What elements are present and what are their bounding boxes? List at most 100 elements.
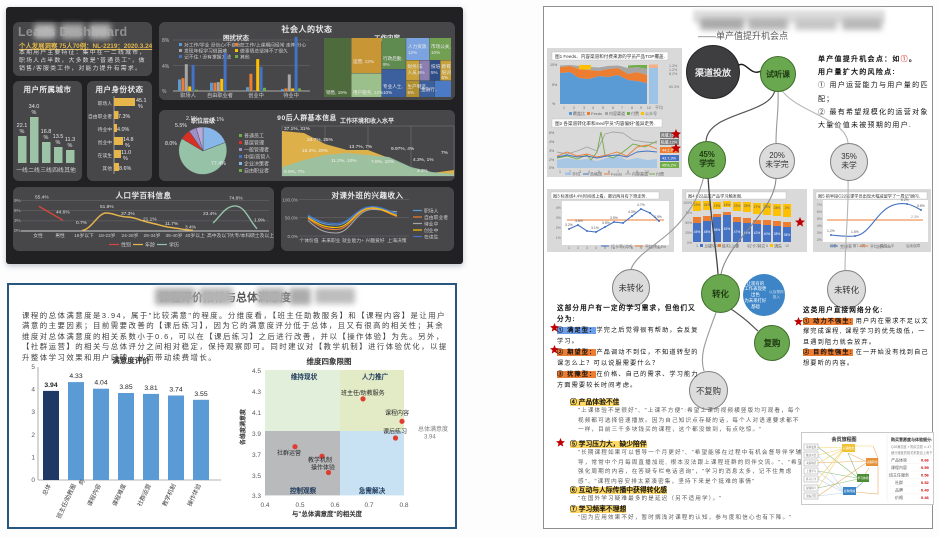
svg-text:生产制造: 生产制造 — [408, 83, 427, 90]
svg-text:财务/法: 财务/法 — [408, 63, 423, 70]
svg-text:0: 0 — [31, 477, 35, 484]
svg-text:普通员工: 普通员工 — [244, 133, 264, 140]
svg-text:75%: 75% — [685, 211, 692, 215]
svg-text:4.7%: 4.7% — [637, 203, 645, 207]
svg-text:与"总体满意度"的相关度: 与"总体满意度"的相关度 — [292, 509, 363, 518]
svg-text:兴趣触发: 兴趣触发 — [843, 446, 854, 450]
svg-text:4.04: 4.04 — [94, 380, 107, 387]
svg-text:打卡率/试听: 打卡率/试听 — [611, 243, 632, 249]
svg-text:35-40岁: 35-40岁 — [165, 232, 182, 239]
svg-text:维度四象限图: 维度四象限图 — [307, 356, 352, 366]
svg-text:8: 8 — [766, 244, 768, 248]
svg-text:44%: 44% — [744, 231, 751, 235]
svg-text:6.2%: 6.2% — [901, 198, 909, 202]
svg-text:硕士及以上: 硕士及以上 — [250, 232, 274, 239]
svg-text:6%: 6% — [549, 131, 555, 135]
svg-text:3: 3 — [583, 105, 586, 110]
svg-text:4.33: 4.33 — [69, 373, 82, 380]
svg-text:5: 5 — [602, 105, 605, 110]
svg-text:一般管理者: 一般管理者 — [244, 147, 269, 154]
svg-text:教学机制: 教学机制 — [160, 482, 177, 507]
svg-text:1: 1 — [563, 105, 566, 110]
svg-text:9%: 9% — [14, 198, 21, 203]
svg-text:7.8%, 10%: 7.8%, 10% — [371, 159, 395, 165]
svg-text:2: 2 — [577, 246, 579, 250]
svg-text:用户服务, 12%: 用户服务, 12% — [353, 89, 383, 96]
svg-text:学习体验: 学习体验 — [857, 476, 868, 480]
svg-text:11.3: 11.3 — [65, 137, 75, 143]
svg-text:课程内容: 课程内容 — [891, 464, 907, 470]
svg-text:3.2%: 3.2% — [565, 223, 573, 227]
svg-text:Feeds: Feeds — [591, 111, 602, 116]
svg-text:一线: 一线 — [16, 166, 28, 174]
svg-text:36%: 36% — [784, 233, 791, 237]
svg-text:打卡·其它: 打卡·其它 — [748, 243, 765, 249]
svg-text:3.9: 3.9 — [252, 431, 261, 438]
svg-text:25%: 25% — [685, 231, 692, 235]
svg-text:9: 9 — [636, 169, 639, 174]
svg-text:操作体验: 操作体验 — [311, 464, 335, 472]
svg-text:图2 各渠道转化率和med学员"内容偏好"差异走势.: 图2 各渠道转化率和med学员"内容偏好"差异走势. — [555, 120, 655, 127]
svg-text:平均线4.4%: 平均线4.4% — [870, 243, 892, 249]
svg-text:决策转化: 决策转化 — [866, 460, 877, 464]
svg-text:班主任/助教服务: 班主任/助教服务 — [55, 475, 87, 522]
svg-text:23%: 23% — [694, 203, 701, 207]
svg-text:%: % — [552, 102, 556, 106]
svg-text:基层管理: 基层管理 — [244, 140, 264, 147]
svg-text:6.1%: 6.1% — [212, 117, 224, 123]
svg-text:6: 6 — [608, 169, 611, 174]
svg-text:1.9%: 1.9% — [254, 218, 266, 224]
svg-text:11.2%, 10%: 11.2%, 10% — [331, 158, 357, 164]
svg-text:性别: 性别 — [121, 242, 131, 249]
svg-text:4%: 4% — [549, 140, 555, 144]
svg-text:维持现状: 维持现状 — [291, 372, 318, 381]
svg-text:40岁以上: 40岁以上 — [185, 232, 205, 239]
svg-text:在读生: 在读生 — [98, 152, 113, 159]
svg-text:3: 3 — [579, 169, 582, 174]
svg-text:市场公关,: 市场公关, — [431, 43, 451, 50]
svg-text:8.0%: 8.0% — [165, 141, 177, 147]
svg-text:3.5%: 3.5% — [602, 221, 610, 225]
svg-text:29-34岁: 29-34岁 — [143, 232, 160, 239]
svg-text:触达对比: 触达对比 — [806, 453, 817, 457]
svg-text:0.49: 0.49 — [921, 488, 930, 493]
svg-text:3.81: 3.81 — [144, 385, 157, 392]
svg-text:操作体验: 操作体验 — [185, 482, 202, 507]
svg-text:0.6: 0.6 — [330, 502, 339, 509]
svg-text:51.8%: 51.8% — [100, 204, 114, 210]
svg-text:流失: 流失 — [774, 243, 782, 249]
svg-text:总体满意度: 总体满意度 — [418, 425, 448, 433]
svg-text:10: 10 — [647, 105, 652, 110]
svg-text:高中及以下: 高中及以下 — [207, 232, 231, 239]
svg-text:5: 5 — [604, 246, 606, 250]
svg-text:记不住 / 没有掌握方法: 记不住 / 没有掌握方法 — [184, 54, 231, 61]
svg-text:付费: 付费 — [631, 110, 639, 116]
svg-text:课程上半: 课程上半 — [880, 243, 895, 248]
svg-text:创业中: 创业中 — [424, 227, 439, 234]
svg-text:4: 4 — [592, 105, 595, 110]
svg-text:0%: 0% — [549, 166, 555, 170]
svg-text:金融行..: 金融行.. — [421, 86, 437, 93]
svg-text:50.0%: 50.0% — [285, 216, 298, 221]
svg-text:23.4%: 23.4% — [203, 211, 217, 217]
svg-text:课程内容: 课程内容 — [85, 482, 102, 507]
svg-text:自由职业者: 自由职业者 — [88, 113, 112, 120]
svg-text:5.5%: 5.5% — [175, 123, 187, 129]
svg-text:50%: 50% — [685, 221, 692, 225]
svg-text:大专/本科: 大专/本科 — [230, 232, 251, 239]
svg-text:8.2%: 8.2% — [669, 72, 678, 76]
svg-text:0.56: 0.56 — [921, 473, 930, 478]
svg-text:9.97%, 4%: 9.97%, 4% — [391, 146, 415, 152]
svg-text:3.85: 3.85 — [119, 384, 132, 391]
svg-text:复购传播: 复购传播 — [844, 489, 855, 493]
svg-text:55.4%: 55.4% — [35, 195, 49, 201]
svg-text:3%: 3% — [549, 149, 555, 153]
svg-text:3.94: 3.94 — [424, 435, 436, 441]
svg-text:细分维度的相关系数自上而下:: 细分维度的相关系数自上而下: — [891, 450, 932, 455]
svg-text:公众号: 公众号 — [645, 110, 657, 116]
svg-text:其他: 其他 — [102, 165, 112, 172]
svg-text:发现年轻学习很困难: 发现年轻学习很困难 — [184, 48, 227, 55]
svg-text:12%: 12% — [408, 50, 417, 55]
svg-text:2.3%: 2.3% — [911, 215, 919, 219]
svg-text:工作内容: 工作内容 — [374, 33, 401, 42]
